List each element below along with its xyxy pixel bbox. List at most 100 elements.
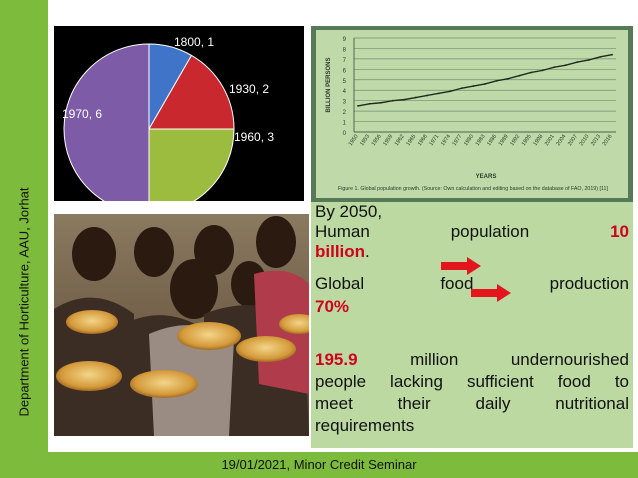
x-tick-label: 1992 (509, 134, 521, 147)
x-tick-label: 1962 (394, 134, 406, 147)
x-tick-label: 1998 (532, 134, 544, 147)
x-tick-label: 1968 (417, 134, 429, 147)
x-axis-title: YEARS (476, 174, 497, 180)
x-tick-label: 1989 (498, 134, 510, 147)
population-point (495, 79, 498, 82)
pie-svg: 1800, 1 1930, 2 1960, 3 1970, 6 (62, 35, 274, 201)
x-tick-label: 1965 (405, 134, 417, 147)
food-production-value-line: 70% (315, 297, 629, 317)
y-tick-label: 5 (343, 79, 347, 85)
increase-arrow-icon-2 (471, 284, 511, 302)
undernourished-line1-rest: million undernourished (410, 350, 629, 369)
population-growth-figure: 0 1 2 3 4 5 6 7 8 9 1950 1953 1956 1959 1962 1965 1968 19… (311, 26, 633, 202)
population-point (472, 85, 475, 87)
x-tick-label: 2001 (544, 134, 556, 147)
food-production-value: 70% (315, 297, 350, 316)
undernourished-line-3: meet their daily nutritional (315, 394, 629, 413)
x-tick-label: 1959 (382, 134, 394, 147)
y-tick-label: 0 (343, 131, 347, 137)
pie-label-1960: 1960, 3 (234, 130, 274, 144)
x-tick-label: 1986 (486, 134, 498, 147)
population-line (357, 54, 613, 107)
population-point (541, 69, 544, 72)
pie-label-1970: 1970, 6 (62, 107, 102, 121)
footer-band: 19/01/2021, Minor Credit Seminar (0, 452, 638, 478)
billion-period: . (365, 242, 370, 261)
population-point (368, 102, 371, 105)
hungry-children-photo (54, 214, 309, 436)
x-tick-label: 1956 (371, 134, 383, 147)
pie-label-1930: 1930, 2 (229, 82, 269, 96)
population-point (588, 59, 590, 61)
undernourished-line-2: people lacking sufficient food to (315, 372, 629, 391)
population-point (391, 99, 394, 102)
y-tick-label: 4 (343, 89, 347, 95)
y-tick-label: 7 (343, 58, 347, 64)
y-tick-label: 3 (343, 100, 347, 106)
x-tick-label: 2013 (590, 134, 602, 147)
food-label: food (440, 274, 474, 293)
food-production-line: Global food production (315, 274, 629, 294)
x-tick-label: 1995 (521, 134, 533, 147)
pie-slice-1970 (63, 43, 150, 201)
population-point (553, 66, 556, 69)
increase-arrow-icon (441, 257, 481, 275)
department-label: Department of Horticulture, AAU, Jorhat (16, 187, 32, 417)
x-tick-label: 2016 (602, 134, 614, 147)
graph-paper: 0 1 2 3 4 5 6 7 8 9 1950 1953 1956 1959 1962 1965 1968 19… (316, 30, 628, 198)
human-population-unit: billion (315, 242, 366, 261)
y-tick-label: 8 (343, 47, 347, 53)
y-tick-label: 6 (343, 68, 347, 74)
y-tick-label: 9 (343, 37, 347, 43)
footer-label: 19/01/2021, Minor Credit Seminar (221, 457, 417, 472)
x-tick-label: 2007 (567, 134, 579, 147)
x-tick-label: 1950 (348, 134, 360, 147)
y-tick-label: 1 (343, 121, 347, 127)
population-point (357, 104, 359, 107)
population-point (484, 83, 486, 85)
population-point (380, 101, 382, 104)
population-point (449, 90, 452, 93)
figure-caption: Figure 1. Global population growth. (Sou… (338, 186, 608, 192)
population-point (403, 98, 406, 101)
sidebar-band: Department of Horticulture, AAU, Jorhat (0, 0, 48, 452)
pie-slice-1960 (148, 128, 235, 201)
human-population-line: Human population 10 (315, 222, 629, 242)
billion-line: billion. (315, 242, 629, 262)
x-tick-label: 2004 (556, 134, 568, 147)
photo-illustration (54, 214, 309, 436)
y-tick-label: 2 (343, 110, 347, 116)
statistics-textbox: By 2050, Human population 10 billion. Gl… (311, 202, 633, 448)
population-point (599, 55, 602, 58)
undernourished-line-1: 195.9 million undernourished (315, 350, 629, 370)
x-tick-label: 1977 (452, 134, 464, 147)
population-point (611, 53, 613, 56)
x-tick-label: 2010 (579, 134, 591, 147)
population-point (426, 94, 429, 97)
population-point (461, 87, 463, 90)
x-tick-label: 1983 (475, 134, 487, 147)
global-label: Global (315, 274, 365, 293)
population-point (564, 64, 567, 67)
population-pie-chart: 1800, 1 1930, 2 1960, 3 1970, 6 (54, 26, 304, 201)
undernourished-value: 195.9 (315, 350, 358, 369)
population-point (437, 92, 440, 95)
human-population-value: 10 (610, 222, 629, 241)
x-tick-label: 1971 (429, 134, 441, 147)
pie-label-1800: 1800, 1 (174, 35, 214, 49)
population-point (414, 96, 417, 99)
human-population-label: Human population (315, 222, 530, 241)
x-tick-label: 1980 (463, 134, 475, 147)
population-point (576, 61, 579, 63)
y-axis-title: BILLION PERSONS (326, 57, 332, 112)
undernourished-line-4: requirements (315, 416, 415, 435)
pie-slice-1930 (148, 54, 235, 130)
production-label: production (549, 274, 629, 293)
x-tick-label: 1953 (359, 134, 371, 147)
population-point (507, 77, 509, 80)
population-point (518, 74, 521, 77)
x-tick-label: 1974 (440, 134, 452, 147)
population-point (530, 71, 533, 74)
by-2050-line: By 2050, (315, 202, 383, 221)
